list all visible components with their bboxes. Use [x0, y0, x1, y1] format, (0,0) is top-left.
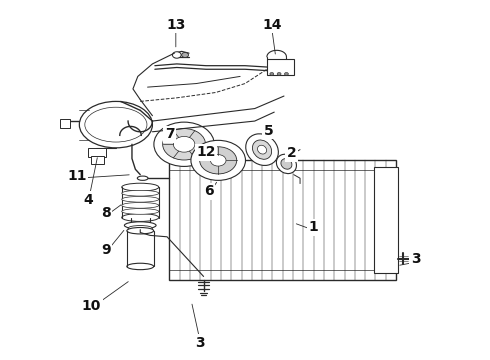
Text: 3: 3 — [196, 336, 205, 350]
Ellipse shape — [128, 226, 152, 231]
Circle shape — [173, 136, 195, 152]
Text: 14: 14 — [262, 18, 282, 32]
Bar — [374, 167, 398, 273]
Text: 7: 7 — [165, 127, 174, 141]
Circle shape — [270, 72, 274, 75]
Text: 12: 12 — [196, 145, 216, 159]
Ellipse shape — [127, 228, 154, 234]
Text: 3: 3 — [411, 252, 420, 266]
Ellipse shape — [122, 183, 159, 191]
Circle shape — [285, 72, 288, 75]
Bar — [267, 59, 294, 75]
Text: 6: 6 — [204, 184, 213, 198]
Ellipse shape — [122, 197, 159, 202]
Text: 1: 1 — [308, 220, 318, 234]
Circle shape — [191, 140, 245, 180]
Ellipse shape — [96, 112, 136, 138]
Ellipse shape — [122, 208, 159, 214]
Ellipse shape — [246, 134, 278, 166]
Circle shape — [200, 147, 237, 174]
Ellipse shape — [127, 263, 154, 270]
Text: 2: 2 — [287, 146, 296, 160]
Circle shape — [210, 155, 226, 166]
Text: 8: 8 — [101, 206, 111, 220]
Text: 9: 9 — [101, 243, 111, 257]
Bar — [79, 106, 152, 143]
Ellipse shape — [122, 203, 159, 208]
Ellipse shape — [137, 176, 148, 180]
Ellipse shape — [281, 159, 292, 169]
Bar — [88, 148, 106, 157]
Ellipse shape — [122, 190, 159, 196]
Circle shape — [182, 53, 189, 58]
Circle shape — [277, 72, 281, 75]
Ellipse shape — [258, 145, 267, 154]
Text: 4: 4 — [83, 193, 93, 207]
Circle shape — [163, 129, 205, 160]
Ellipse shape — [252, 140, 271, 159]
Text: 11: 11 — [67, 170, 87, 184]
Ellipse shape — [276, 154, 296, 174]
Bar — [91, 156, 104, 164]
Text: 10: 10 — [82, 299, 101, 313]
Bar — [170, 160, 396, 280]
Text: 13: 13 — [166, 18, 186, 32]
Circle shape — [172, 52, 181, 58]
Circle shape — [154, 122, 214, 166]
Bar — [60, 119, 70, 128]
Ellipse shape — [124, 222, 156, 229]
Ellipse shape — [85, 107, 147, 142]
Ellipse shape — [122, 213, 159, 221]
Ellipse shape — [79, 102, 152, 148]
Text: 5: 5 — [264, 124, 273, 138]
